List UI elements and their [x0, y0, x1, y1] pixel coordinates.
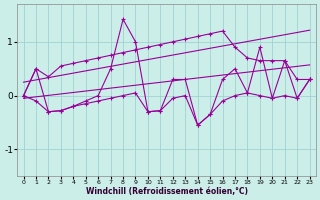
X-axis label: Windchill (Refroidissement éolien,°C): Windchill (Refroidissement éolien,°C)	[85, 187, 248, 196]
